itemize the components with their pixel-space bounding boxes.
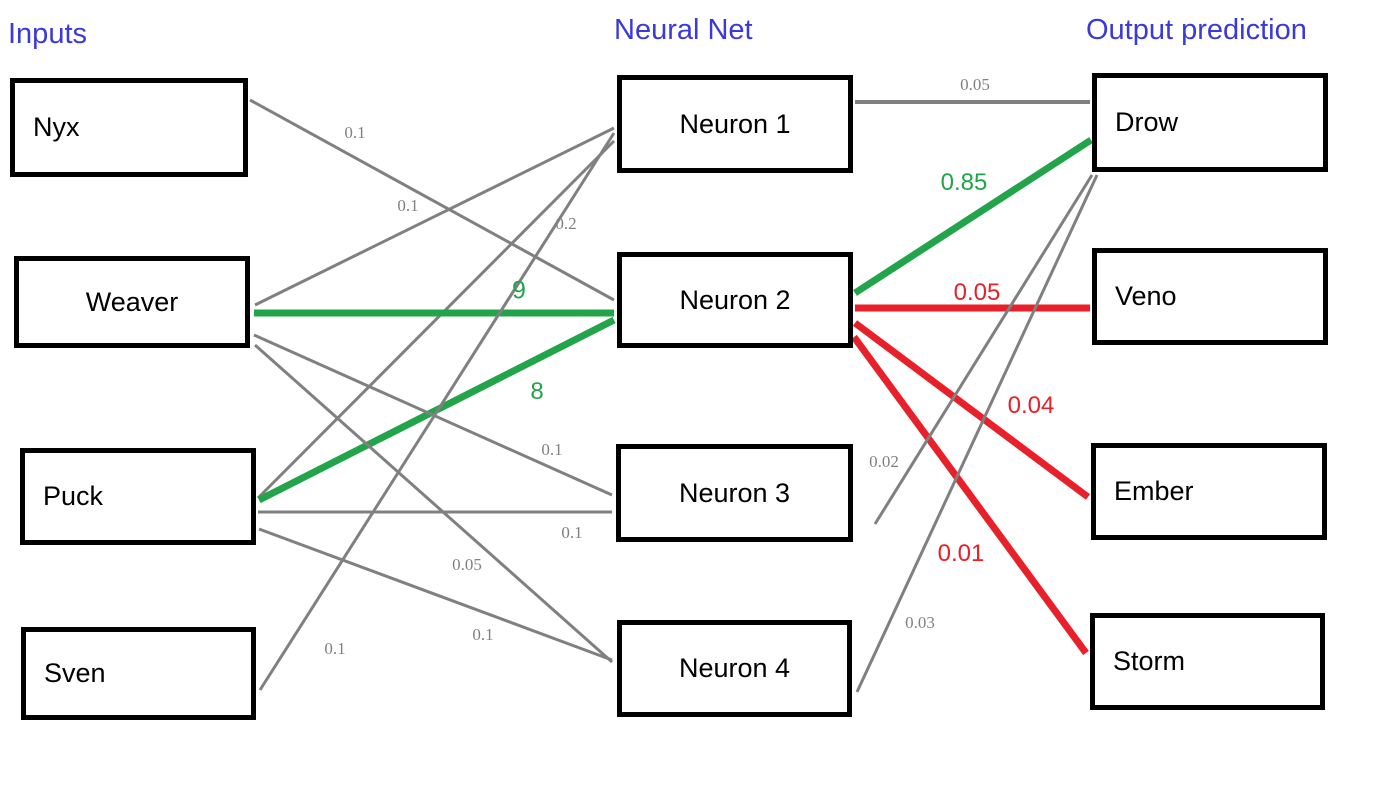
node-neuron1[interactable]: Neuron 1: [617, 75, 853, 173]
node-label-nyx: Nyx: [33, 112, 80, 142]
edge-neuron3-drow: [873, 174, 1094, 525]
node-drow[interactable]: Drow: [1092, 73, 1328, 172]
node-label-storm: Storm: [1113, 646, 1186, 676]
edge-weaver-neuron3: [253, 333, 613, 497]
edge-puck-neuron4: [258, 527, 613, 662]
node-storm[interactable]: Storm: [1090, 613, 1325, 710]
node-label-neuron4: Neuron 4: [678, 653, 791, 683]
edge-weight-neuron2-storm: 0.01: [937, 540, 985, 567]
edge-weight-sven-neuron1: 0.1: [324, 639, 346, 658]
node-weaver[interactable]: Weaver: [14, 256, 250, 348]
node-label-weaver: Weaver: [85, 286, 179, 317]
node-neuron4[interactable]: Neuron 4: [617, 620, 852, 717]
edge-weight-neuron2-drow: 0.85: [940, 169, 988, 196]
column-header-inputs: Inputs: [8, 18, 87, 50]
edge-weight-neuron4-drow: 0.03: [905, 613, 935, 632]
edge-weight-nyx-neuron2: 0.1: [344, 123, 366, 142]
edge-weight-weaver-neuron3: 0.1: [541, 440, 563, 459]
node-ember[interactable]: Ember: [1091, 443, 1327, 540]
edge-nyx-neuron2: [249, 98, 615, 302]
edge-weight-neuron1-drow: 0.05: [960, 75, 990, 94]
node-veno[interactable]: Veno: [1092, 248, 1328, 345]
node-label-sven: Sven: [44, 658, 106, 688]
node-label-neuron3: Neuron 3: [678, 477, 791, 508]
node-label-puck: Puck: [43, 481, 104, 511]
node-label-neuron1: Neuron 1: [679, 108, 791, 139]
node-label-veno: Veno: [1115, 281, 1177, 311]
edge-weight-weaver-neuron1-a: 0.1: [397, 196, 419, 215]
column-header-output-prediction: Output prediction: [1086, 14, 1307, 46]
edge-weight-puck-neuron3: 0.1: [561, 523, 583, 542]
edge-neuron4-drow: [855, 174, 1099, 693]
edge-puck-neuron2: [257, 316, 616, 504]
node-neuron2[interactable]: Neuron 2: [617, 252, 853, 348]
edge-weaver-neuron4: [254, 343, 613, 664]
node-nyx[interactable]: Nyx: [10, 78, 248, 177]
edge-weight-neuron3-drow: 0.02: [869, 452, 899, 471]
node-neuron3[interactable]: Neuron 3: [616, 444, 853, 542]
edge-neuron2-storm: [851, 334, 1089, 656]
column-header-neural-net: Neural Net: [614, 14, 753, 46]
edge-weight-neuron2-veno: 0.05: [953, 279, 1001, 306]
node-label-neuron2: Neuron 2: [679, 284, 791, 315]
node-label-drow: Drow: [1115, 107, 1179, 137]
node-label-ember: Ember: [1114, 476, 1194, 506]
edge-weight-puck-neuron4: 0.1: [472, 625, 494, 644]
edge-weight-weaver-neuron2: 9: [512, 276, 526, 305]
node-puck[interactable]: Puck: [20, 448, 256, 545]
edge-weight-puck-neuron2: 8: [530, 378, 544, 405]
edge-weight-puck-neuron1: 0.2: [555, 214, 577, 233]
edge-weight-neuron2-ember: 0.04: [1007, 392, 1055, 419]
edge-neuron2-drow: [853, 137, 1093, 296]
node-sven[interactable]: Sven: [21, 627, 256, 720]
edge-weight-weaver-neuron4: 0.05: [452, 555, 482, 574]
